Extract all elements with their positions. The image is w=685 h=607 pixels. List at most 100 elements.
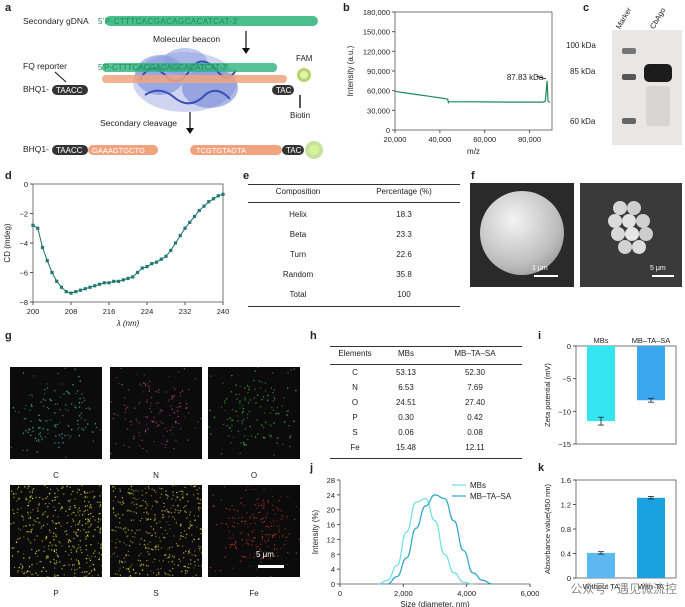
bottom-seq-left: TAACC — [56, 146, 83, 155]
chart-j-ytick: 12 — [327, 535, 335, 544]
table-e-header-composition: Composition — [275, 187, 321, 196]
table-row: Random 35.8 — [248, 270, 460, 284]
gel-lane-labels: Marker CbAgo — [612, 4, 682, 31]
chart-b-ytick: 120,000 — [363, 47, 390, 56]
chart-d-point — [188, 220, 192, 224]
table-h-cell: 53.13 — [395, 368, 417, 377]
seq-mb-text: 5'P-CTTTCACGACAGCACATCAT-3' — [98, 63, 229, 72]
chart-j-ytick: 16 — [327, 521, 335, 530]
chart-k-absorbance: 0 0.4 0.8 1.2 1.6 Absorbance value(450 nm) Wit… — [543, 476, 677, 591]
chart-i-ytick: −15 — [558, 440, 571, 449]
secondary-cleavage-label: Secondary cleavage — [100, 118, 177, 128]
panel-label-e: e — [243, 170, 250, 182]
eds-map-c — [10, 367, 102, 459]
sem-image-single: 1 μm — [470, 183, 574, 287]
chart-b-ylabel: Intensity (a.u.) — [346, 45, 355, 96]
table-h-header-elements: Elements — [338, 349, 372, 358]
chart-j-legend-label: MB–TA–SA — [470, 492, 512, 501]
chart-d-ytick: −6 — [19, 269, 28, 278]
table-e-cell: Beta — [289, 230, 307, 239]
sem-image-cluster: 5 μm — [580, 183, 682, 287]
chart-d-point — [55, 279, 59, 283]
chart-d-point — [173, 241, 178, 245]
chart-d-point — [164, 254, 168, 258]
watermark-text: 公众号 · 遇见微流控 — [570, 582, 677, 596]
chart-d-ytick: 0 — [24, 180, 28, 189]
chart-k-ytick: 0.8 — [561, 525, 571, 534]
panel-label-a: a — [5, 2, 12, 14]
panel-label-c: c — [583, 2, 590, 14]
chart-b-series-line — [394, 80, 551, 105]
chart-k-ytick: 0 — [567, 574, 571, 583]
panel-label-d: d — [5, 170, 12, 182]
eds-map-label: N — [153, 471, 159, 480]
table-e-cell: 18.3 — [396, 210, 412, 219]
chart-d-point — [183, 226, 187, 230]
eds-map-label: P — [53, 589, 59, 598]
table-h-cell: 0.08 — [467, 428, 483, 437]
secondary-gdna-label: Secondary gDNA — [23, 16, 89, 26]
chart-d-point — [221, 192, 225, 196]
sem-scale-2: 5 μm — [650, 265, 666, 272]
chart-k-bar — [637, 497, 665, 578]
table-h: Elements MBs MB–TA–SA C 53.13 52.30 N 6.53 7.… — [330, 346, 522, 459]
table-e-cell: 23.3 — [396, 230, 412, 239]
chart-i-ytick: 0 — [567, 342, 571, 351]
chart-d-point — [145, 265, 149, 269]
lane-marker: Marker — [614, 5, 634, 31]
chart-b-ytick: 60,000 — [367, 87, 390, 96]
chart-j-xtick: 4,000 — [457, 589, 476, 598]
chart-d-point — [83, 287, 87, 291]
chart-j-xtick: 6,000 — [521, 589, 540, 598]
chart-d-point — [169, 248, 173, 252]
chart-d-point — [150, 262, 154, 266]
panel-label-k: k — [538, 462, 545, 474]
table-e-cell: Turn — [289, 250, 307, 259]
chart-d-point — [202, 204, 206, 208]
chart-d-point — [192, 214, 197, 219]
table-h-cell: 0.42 — [467, 413, 483, 422]
molecular-beacon-label: Molecular beacon — [153, 34, 220, 44]
panel-label-g: g — [5, 330, 12, 342]
eds-map-label: O — [250, 471, 258, 480]
bhq1-bottom-label: BHQ1- — [23, 144, 49, 154]
chart-j-ytick: 0 — [331, 580, 335, 589]
table-row: C 53.13 52.30 — [330, 368, 522, 382]
chart-i-category-label: MBs — [594, 336, 609, 345]
chart-k-ylabel: Absorbance value(450 nm) — [543, 483, 552, 574]
table-row: Helix 18.3 — [248, 210, 460, 224]
chart-b-annotation: 87.83 kDa — [507, 73, 544, 82]
fq-reporter-label: FQ reporter — [23, 61, 67, 71]
chart-i-category-label: MB–TA–SA — [632, 336, 671, 345]
table-h-cell: 6.53 — [398, 383, 414, 392]
table-row: Total 100 — [248, 290, 460, 304]
bottom-tac: TAC — [286, 146, 302, 155]
eds-map-n — [110, 367, 202, 459]
table-e-cell: 35.8 — [396, 270, 412, 279]
table-row: Beta 23.3 — [248, 230, 460, 244]
chart-b-xlabel: m/z — [467, 147, 480, 156]
table-h-cell: O — [351, 398, 359, 407]
chart-b-ytick: 180,000 — [363, 8, 390, 17]
table-e-header: Composition Percentage (%) — [248, 187, 460, 201]
chart-b-ytick: 30,000 — [367, 106, 390, 115]
chart-b-xtick: 80,000 — [518, 135, 541, 144]
chart-j-legend-label: MBs — [470, 481, 486, 490]
tac-label: TAC — [276, 86, 292, 95]
chart-k-category-label: With TA — [638, 582, 664, 591]
marker-60: 60 kDa — [570, 117, 596, 126]
chart-d-point — [64, 290, 68, 294]
chart-i-ytick: −10 — [558, 407, 571, 416]
chart-d-ytick: −4 — [19, 239, 28, 248]
chart-b-xtick: 20,000 — [384, 135, 407, 144]
chart-d-xtick: 224 — [141, 307, 154, 316]
chart-d-point — [121, 278, 125, 282]
chart-b-xtick: 40,000 — [428, 135, 451, 144]
chart-d-ylabel: CD (mdeg) — [3, 223, 12, 262]
chart-j-ytick: 20 — [327, 506, 335, 515]
table-h-cell: 0.06 — [398, 428, 414, 437]
chart-j-series-line — [387, 494, 493, 585]
chart-d-xtick: 240 — [217, 307, 230, 316]
table-e-header-percentage: Percentage (%) — [376, 187, 432, 196]
chart-j-xtick: 2,000 — [394, 589, 413, 598]
